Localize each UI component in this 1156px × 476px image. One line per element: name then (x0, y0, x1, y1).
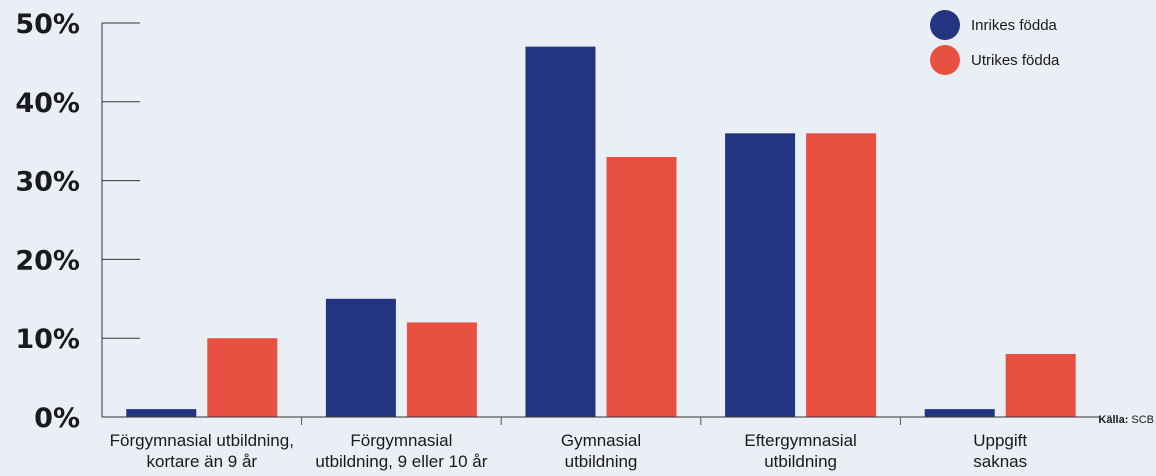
x-axis (102, 416, 1100, 425)
source-note: Källa: SCB (1098, 414, 1154, 426)
x-category-label: Uppgift saknas (973, 431, 1027, 471)
x-category-label-line: utbildning, 9 eller 10 år (315, 452, 487, 471)
x-category-label-line: Gymnasial (561, 431, 641, 450)
y-tick-label: 10% (15, 324, 80, 355)
x-category-label-line: utbildning (565, 452, 638, 471)
source-value: SCB (1131, 414, 1154, 426)
x-category-label-line: kortare än 9 år (147, 452, 258, 471)
source-label: Källa: (1098, 414, 1128, 426)
bar-inrikes-5 (924, 409, 995, 417)
bar-utrikes-5 (1005, 353, 1076, 417)
y-tick-label: 30% (15, 167, 80, 198)
x-category-label-line: Uppgift (973, 431, 1027, 450)
bar-inrikes-2 (325, 298, 396, 417)
bar-utrikes-3 (606, 156, 677, 417)
bar-inrikes-4 (725, 133, 796, 417)
legend: Inrikes födda Utrikes födda (930, 10, 1060, 75)
x-category-label-line: saknas (973, 452, 1027, 471)
legend-label: Utrikes födda (971, 52, 1060, 69)
legend-label: Inrikes födda (971, 17, 1058, 34)
x-category-label: Eftergymnasial utbildning (744, 431, 856, 471)
grid-lines (101, 22, 140, 417)
legend-swatch (930, 45, 960, 75)
bar-utrikes-2 (406, 322, 477, 417)
x-axis-category-labels: Förgymnasial utbildning, kortare än 9 årF… (110, 431, 1028, 471)
x-category-label-line: Förgymnasial (350, 431, 452, 450)
legend-swatch (930, 10, 960, 40)
bar-inrikes-1 (126, 409, 197, 417)
bar-utrikes-1 (207, 338, 278, 417)
x-category-label: Förgymnasial utbildning, kortare än 9 år (110, 431, 294, 471)
x-category-label: Förgymnasial utbildning, 9 eller 10 år (315, 431, 487, 471)
y-axis-tick-labels: 0% 10% 20% 30% 40% 50% (15, 9, 80, 434)
bar-inrikes-3 (525, 46, 596, 417)
x-category-label-line: Eftergymnasial (744, 431, 856, 450)
x-category-label: Gymnasial utbildning (561, 431, 641, 471)
bars (126, 46, 1076, 417)
bar-utrikes-4 (806, 133, 877, 417)
x-category-label-line: utbildning (764, 452, 837, 471)
y-tick-label: 20% (15, 245, 80, 276)
y-tick-label: 40% (15, 88, 80, 119)
x-category-label-line: Förgymnasial utbildning, (110, 431, 294, 450)
y-tick-label: 0% (34, 403, 80, 434)
y-tick-label: 50% (15, 9, 80, 40)
